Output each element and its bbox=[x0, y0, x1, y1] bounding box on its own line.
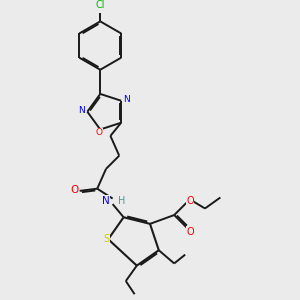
Text: S: S bbox=[103, 234, 109, 244]
Text: N: N bbox=[79, 106, 85, 115]
Text: O: O bbox=[187, 226, 194, 236]
Text: H: H bbox=[118, 196, 125, 206]
Text: N: N bbox=[102, 196, 109, 206]
Text: Cl: Cl bbox=[95, 0, 105, 10]
Text: O: O bbox=[70, 185, 78, 195]
Text: N: N bbox=[123, 95, 130, 104]
Text: O: O bbox=[186, 196, 194, 206]
Text: O: O bbox=[96, 128, 103, 137]
